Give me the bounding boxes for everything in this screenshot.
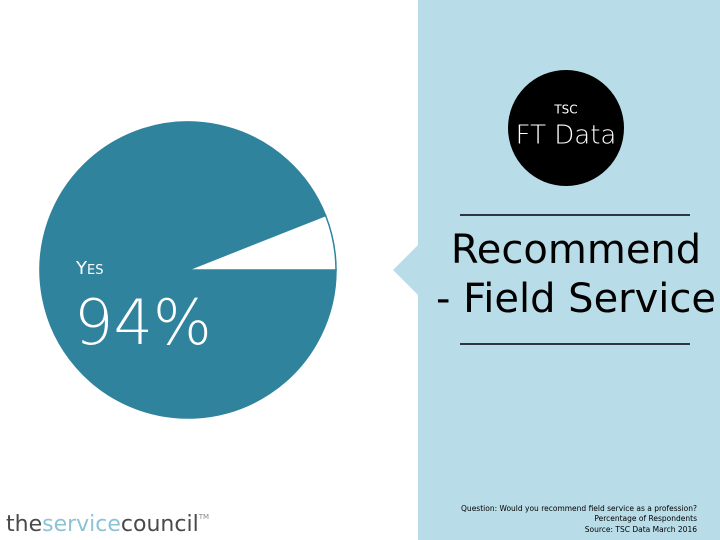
pie-slice [187, 214, 337, 271]
logo-part: service [42, 512, 121, 537]
badge-top: TSC [553, 103, 577, 117]
badge-main: FT Data [516, 121, 617, 151]
logo-part: TM [198, 513, 209, 521]
logo-part: the [6, 512, 42, 537]
value-label: 94% [74, 286, 212, 359]
category-label: Yes [75, 258, 103, 279]
headline: - Field Service [436, 276, 716, 322]
note: Percentage of Respondents [594, 514, 697, 523]
pie [39, 121, 337, 419]
logo: theservicecouncilTM [6, 512, 209, 537]
logo-part: council [121, 512, 199, 537]
badge [508, 70, 624, 186]
headline: Recommend [451, 227, 701, 273]
note: Source: TSC Data March 2016 [585, 525, 697, 534]
pointer [393, 245, 418, 295]
note: Question: Would you recommend field serv… [461, 504, 697, 513]
